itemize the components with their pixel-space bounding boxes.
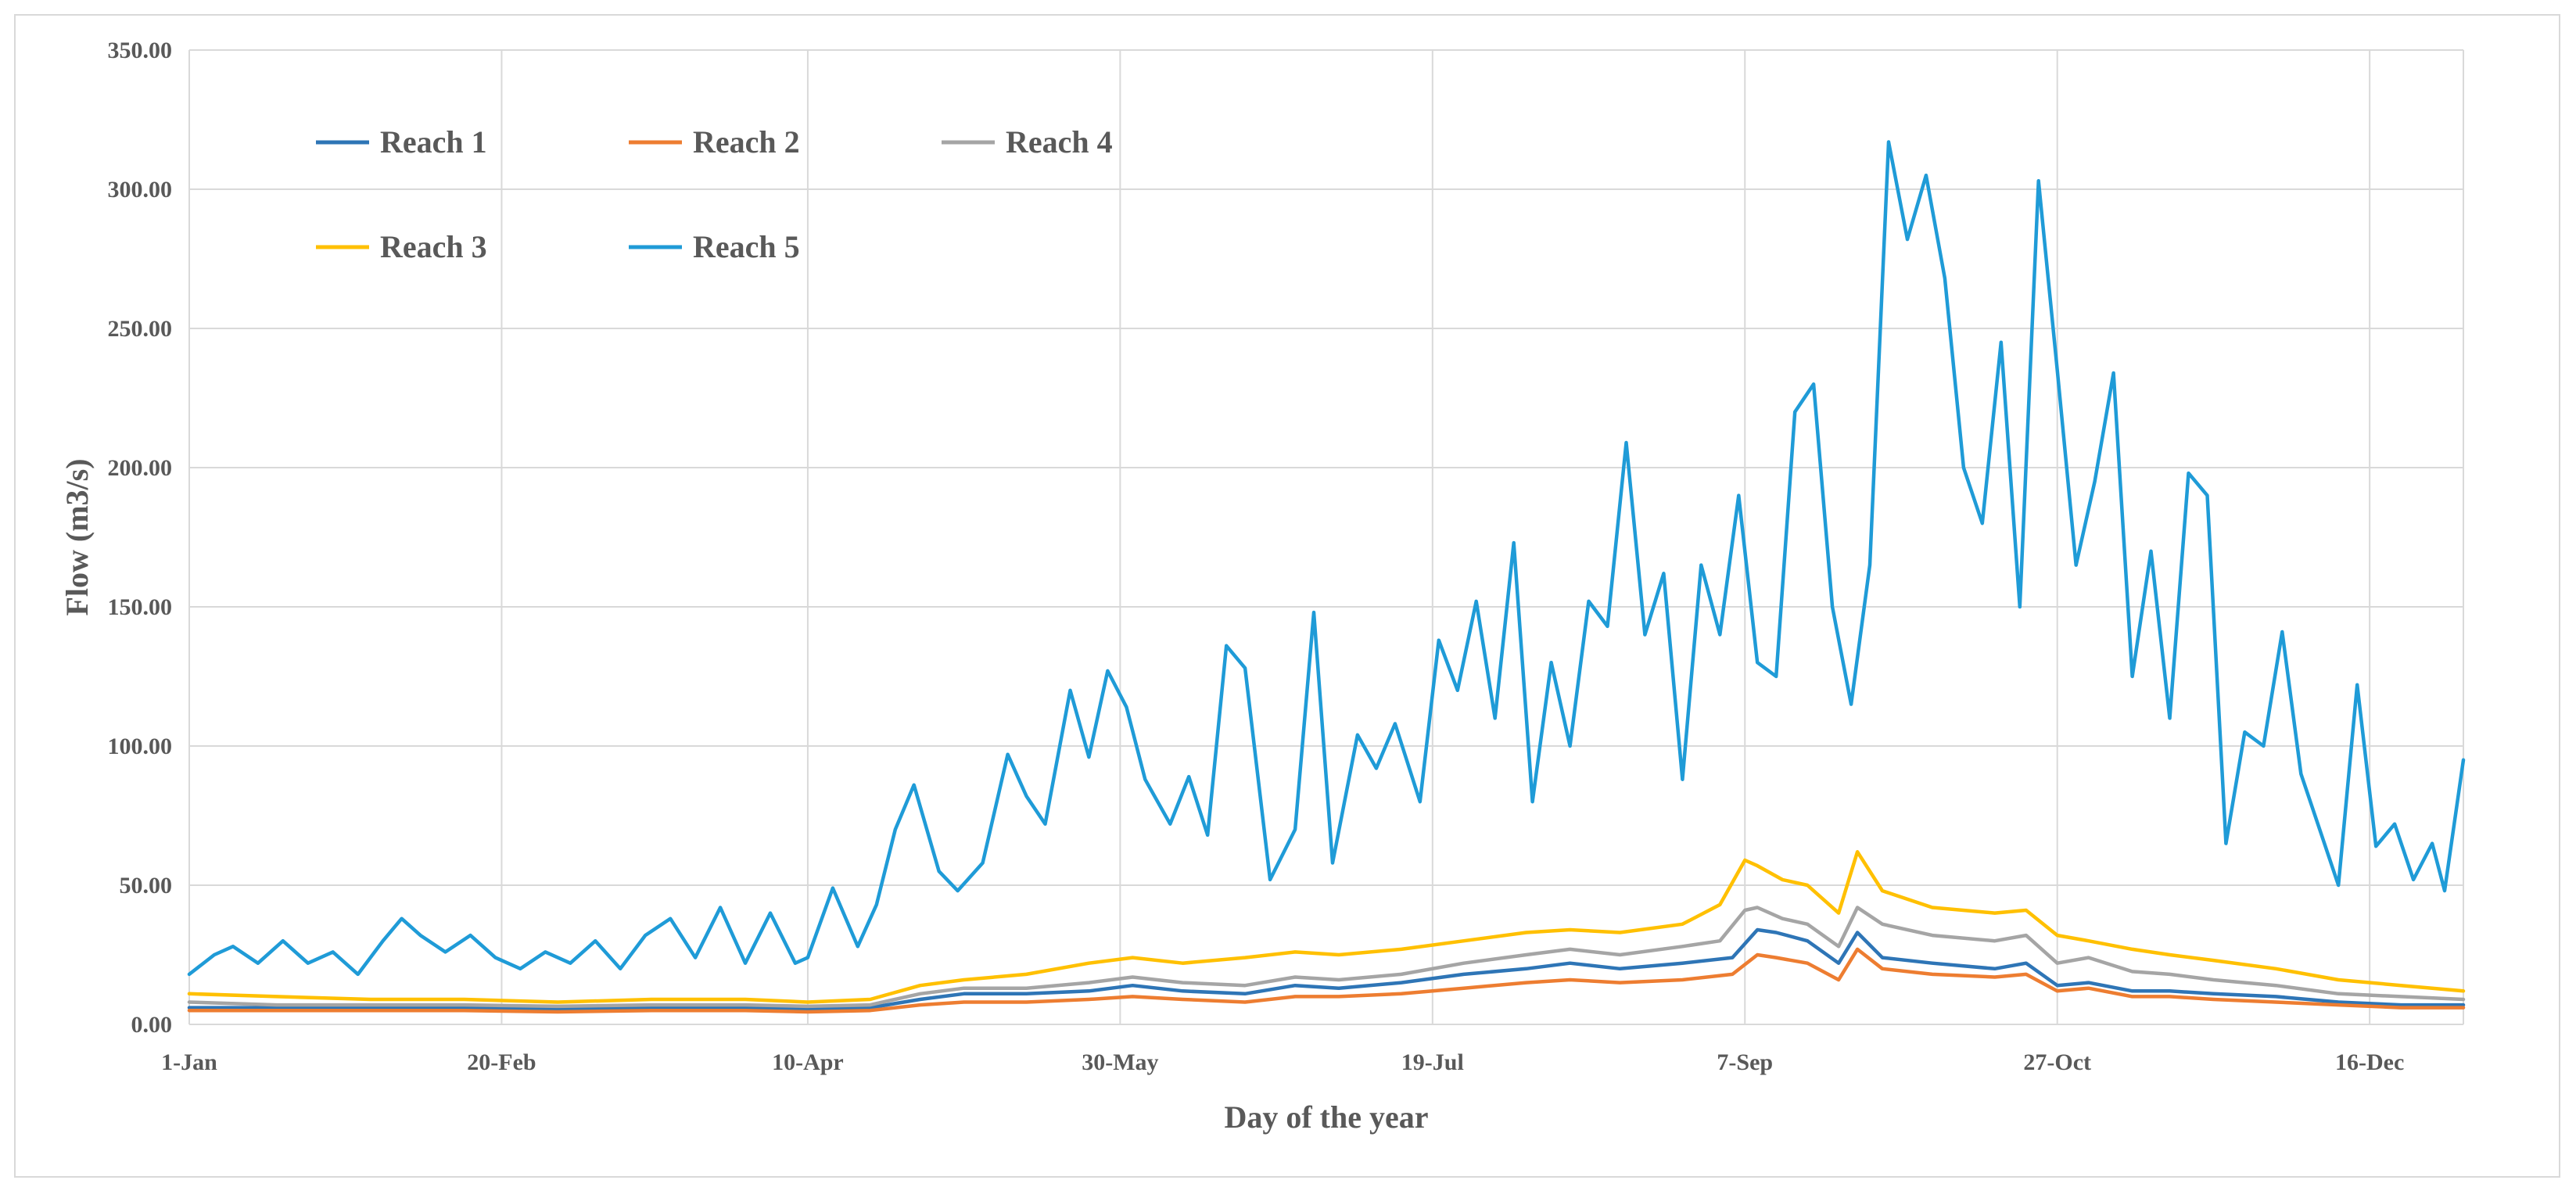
flow-line-chart: 0.00 50.00 100.00 150.00 200.00 250.00 300.00 3…: [59, 38, 2466, 1135]
x-tick-label: 30-May: [1082, 1049, 1158, 1075]
y-tick-label: 300.00: [108, 177, 173, 203]
series-line-reach-4: [187, 906, 2466, 1009]
x-tick-label: 10-Apr: [772, 1049, 844, 1075]
legend-entry: Reach 2: [629, 124, 800, 160]
series-line-reach-2: [187, 947, 2466, 1014]
y-tick-label: 100.00: [108, 734, 173, 759]
series-line-reach-1: [187, 927, 2466, 1011]
legend-label: Reach 5: [693, 229, 800, 264]
legend-entry: Reach 3: [316, 229, 487, 264]
x-tick-label: 27-Oct: [2023, 1049, 2091, 1075]
x-tick-label: 7-Sep: [1717, 1049, 1773, 1075]
y-tick-label: 150.00: [108, 594, 173, 620]
legend-entry: Reach 4: [942, 124, 1113, 160]
x-tick-label: 1-Jan: [161, 1049, 217, 1075]
legend-label: Reach 2: [693, 124, 800, 160]
legend-entry: Reach 5: [629, 229, 800, 264]
series-line-reach-3: [187, 850, 2466, 1004]
y-tick-label: 250.00: [108, 316, 173, 342]
y-axis-title: Flow (m3/s): [59, 458, 95, 615]
chart-frame: 0.00 50.00 100.00 150.00 200.00 250.00 300.00 3…: [14, 14, 2560, 1178]
legend: Reach 1 Reach 2 Reach 4 Reach 3 Reach 5: [316, 124, 1113, 264]
legend-label: Reach 3: [380, 229, 487, 264]
series-line-reach-5: [187, 140, 2466, 977]
x-tick-label: 20-Feb: [467, 1049, 536, 1075]
y-tick-label: 0.00: [131, 1012, 173, 1038]
axis-ticks: 0.00 50.00 100.00 150.00 200.00 250.00 300.00 3…: [108, 38, 2405, 1075]
legend-entry: Reach 1: [316, 124, 487, 160]
x-tick-label: 19-Jul: [1401, 1049, 1464, 1075]
legend-label: Reach 4: [1006, 124, 1113, 160]
x-tick-label: 16-Dec: [2335, 1049, 2404, 1075]
y-tick-label: 200.00: [108, 455, 173, 481]
legend-label: Reach 1: [380, 124, 487, 160]
series-lines: [187, 140, 2466, 1014]
y-tick-label: 50.00: [120, 873, 173, 898]
y-tick-label: 350.00: [108, 38, 173, 63]
x-axis-title: Day of the year: [1224, 1099, 1428, 1135]
